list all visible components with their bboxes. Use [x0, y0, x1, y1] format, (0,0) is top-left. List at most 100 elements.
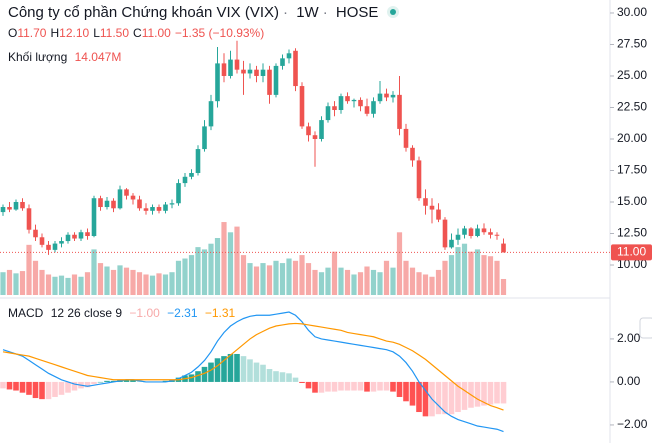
candle-body — [494, 234, 500, 236]
candle-body — [455, 234, 461, 240]
candle-body — [98, 198, 103, 208]
candle-body — [488, 232, 493, 235]
volume-bar — [409, 267, 416, 295]
candle-body — [202, 126, 207, 150]
last-price-label: 11.00 — [617, 245, 646, 259]
ohlc-value: 11.00 — [141, 26, 171, 40]
macd-histogram-bar — [292, 377, 299, 382]
macd-histogram-bar — [390, 381, 396, 392]
candle-body — [7, 207, 12, 210]
volume-bar — [143, 274, 149, 295]
macd-histogram-bar — [318, 381, 325, 393]
volume-bar — [26, 244, 32, 295]
volume-bar — [97, 263, 104, 295]
volume-bar — [45, 274, 52, 295]
volume-bar — [136, 272, 143, 295]
candle-body — [189, 173, 194, 177]
market-status[interactable] — [386, 6, 399, 18]
volume-bar — [266, 265, 273, 295]
y-tick-label: 25.00 — [617, 68, 647, 82]
macd-histogram-bar — [214, 358, 221, 382]
legend-title-row: Công ty cổ phần Chứng khoán VIX (VIX) · 1… — [8, 4, 403, 21]
macd-histogram-bar — [52, 381, 58, 397]
candle-body — [39, 237, 45, 245]
volume-bar — [286, 258, 292, 295]
candle-body — [26, 208, 32, 230]
ohlc-value: 11.70 — [17, 26, 47, 40]
macd-histogram-bar — [195, 371, 201, 382]
volume-bar — [442, 260, 448, 295]
candle-body — [299, 86, 305, 127]
volume-bar — [71, 274, 78, 295]
volume-bar — [175, 260, 182, 295]
symbol-title[interactable]: Công ty cổ phần Chứng khoán VIX (VIX) — [8, 4, 280, 21]
candle-body — [33, 229, 38, 238]
volume-bar — [6, 269, 13, 295]
maximize-button[interactable] — [639, 317, 652, 339]
volume-bar — [234, 226, 240, 295]
macd-histogram-bar — [500, 381, 507, 404]
candle-body — [78, 232, 84, 239]
macd-histogram-bar — [19, 381, 26, 393]
macd-histogram-bar — [279, 372, 286, 382]
volume-bar — [364, 266, 370, 295]
macd-histogram-bar — [39, 381, 45, 400]
candle-body — [286, 53, 292, 59]
candle-body — [293, 50, 298, 87]
candle-body — [13, 201, 19, 210]
macd-histogram-bar — [234, 353, 240, 382]
candle-body — [254, 69, 259, 76]
candle-body — [345, 96, 350, 102]
candle-body — [338, 96, 344, 111]
macd-histogram-bar — [130, 379, 136, 382]
volume-bar — [338, 267, 344, 295]
volume-bar — [78, 276, 84, 295]
macd-histogram-bar — [435, 381, 442, 415]
volume-bar — [208, 243, 214, 295]
macd-histogram-bar — [370, 381, 377, 392]
y-tick-label: 15.00 — [617, 194, 647, 208]
volume-bar — [403, 260, 409, 295]
volume-bar — [253, 266, 260, 295]
candle-body — [156, 207, 162, 211]
volume-bar — [247, 263, 253, 295]
macd-histogram-bar — [448, 381, 455, 415]
candle-body — [475, 228, 480, 237]
macd-histogram-bar — [461, 381, 468, 410]
volume-bar — [104, 266, 110, 295]
macd-histogram-bar — [97, 381, 104, 383]
volume-bar — [58, 275, 65, 295]
macd-histogram-bar — [26, 381, 32, 395]
candle-body — [104, 200, 110, 208]
volume-bar — [273, 260, 279, 295]
candle-body — [280, 58, 285, 66]
candle-body — [234, 59, 240, 70]
separator: · — [322, 4, 328, 21]
candle-body — [332, 106, 337, 111]
macd-line-value: −2.31 — [167, 306, 198, 320]
volume-bar — [468, 251, 474, 295]
macd-histogram-bar — [416, 381, 422, 413]
volume-bar — [299, 255, 305, 295]
ohlc-key: C — [133, 26, 142, 40]
volume-bar — [201, 249, 208, 295]
volume-bar — [429, 276, 435, 295]
macd-histogram-bar — [253, 362, 260, 382]
macd-histogram-bar — [312, 381, 318, 393]
volume-bar — [182, 258, 188, 295]
separator: · — [283, 4, 289, 21]
candle-body — [52, 243, 58, 250]
y-tick-label: 12.50 — [617, 226, 647, 240]
candle-body — [312, 135, 318, 139]
ohlc-key: O — [8, 26, 18, 40]
macd-histogram-bar — [422, 381, 429, 417]
candle-body — [384, 93, 389, 98]
y-tick-label: 0.00 — [617, 374, 641, 388]
candle-body — [20, 201, 25, 209]
interval[interactable]: 1W — [296, 4, 319, 21]
macd-histogram-bar — [357, 381, 364, 391]
macd-histogram-bar — [260, 364, 266, 382]
candle-body — [228, 59, 233, 76]
ohlc-value: 11.50 — [99, 26, 130, 40]
